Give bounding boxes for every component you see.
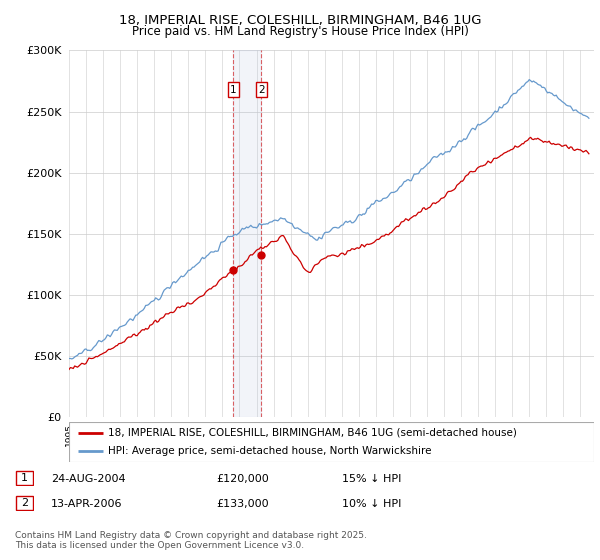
Text: Contains HM Land Registry data © Crown copyright and database right 2025.
This d: Contains HM Land Registry data © Crown c… (15, 531, 367, 550)
Text: 18, IMPERIAL RISE, COLESHILL, BIRMINGHAM, B46 1UG (semi-detached house): 18, IMPERIAL RISE, COLESHILL, BIRMINGHAM… (109, 428, 517, 437)
FancyBboxPatch shape (16, 496, 33, 510)
Text: 1: 1 (21, 473, 28, 483)
Text: 13-APR-2006: 13-APR-2006 (51, 499, 122, 509)
Text: 15% ↓ HPI: 15% ↓ HPI (342, 474, 401, 484)
Text: £133,000: £133,000 (216, 499, 269, 509)
Text: HPI: Average price, semi-detached house, North Warwickshire: HPI: Average price, semi-detached house,… (109, 446, 432, 456)
Text: 2: 2 (258, 85, 265, 95)
FancyBboxPatch shape (69, 422, 594, 462)
Text: 10% ↓ HPI: 10% ↓ HPI (342, 499, 401, 509)
Text: £120,000: £120,000 (216, 474, 269, 484)
FancyBboxPatch shape (16, 470, 33, 485)
Text: 1: 1 (230, 85, 237, 95)
Text: 24-AUG-2004: 24-AUG-2004 (51, 474, 125, 484)
Bar (233, 50, 261, 417)
Text: Price paid vs. HM Land Registry's House Price Index (HPI): Price paid vs. HM Land Registry's House … (131, 25, 469, 38)
Text: 18, IMPERIAL RISE, COLESHILL, BIRMINGHAM, B46 1UG: 18, IMPERIAL RISE, COLESHILL, BIRMINGHAM… (119, 14, 481, 27)
Text: 2: 2 (21, 498, 28, 508)
